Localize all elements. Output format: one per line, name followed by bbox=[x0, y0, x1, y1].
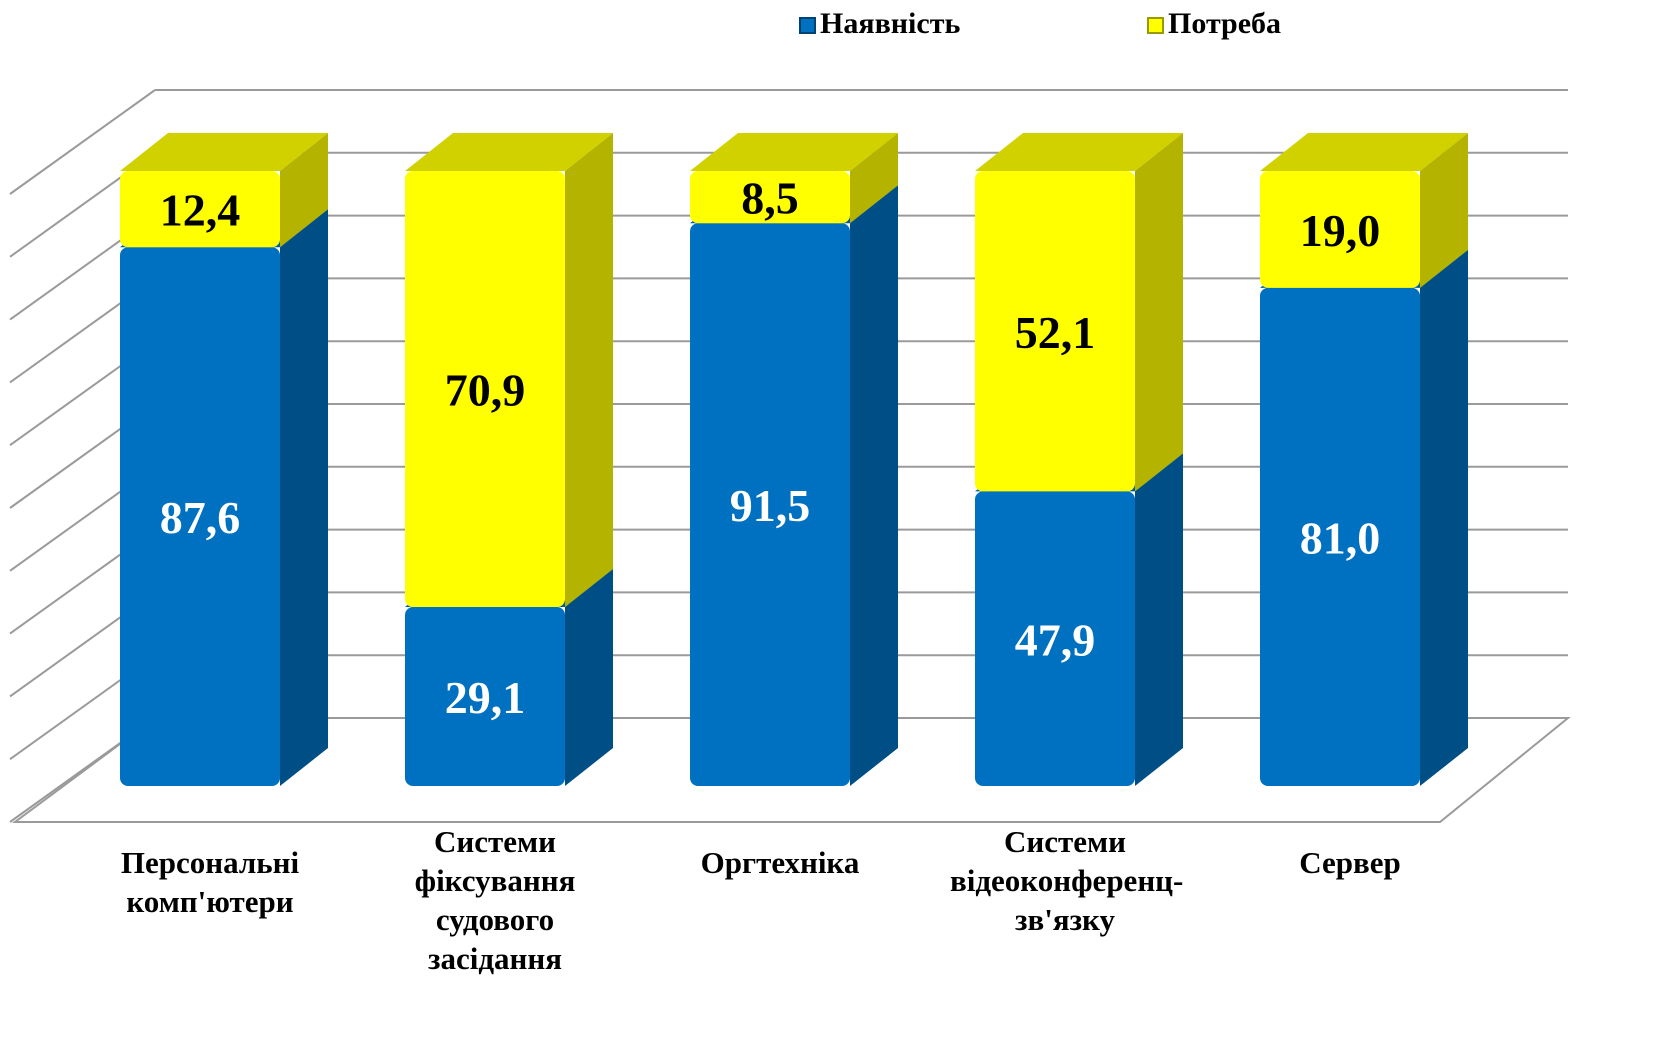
bar-top bbox=[405, 133, 613, 171]
value-label: 87,6 bbox=[160, 492, 241, 543]
x-tick-label: Оргтехніка bbox=[700, 845, 860, 880]
bar-side bbox=[1135, 133, 1183, 492]
x-tick-label: Системи фіксування судового засідання bbox=[414, 824, 576, 976]
value-label: 47,9 bbox=[1015, 614, 1096, 665]
bar-side bbox=[1135, 453, 1183, 786]
bar-side bbox=[565, 133, 613, 608]
bar-side bbox=[850, 185, 898, 786]
bar-segment bbox=[405, 133, 613, 608]
bar-segment bbox=[120, 209, 328, 786]
bar-front bbox=[120, 171, 280, 248]
bar-front bbox=[1260, 171, 1420, 288]
bar-side bbox=[1420, 249, 1468, 787]
bar-top bbox=[975, 133, 1183, 171]
bar-front bbox=[975, 491, 1135, 786]
legend-label: Наявність bbox=[820, 7, 960, 40]
bar-front bbox=[690, 223, 850, 786]
bar-side bbox=[280, 133, 328, 248]
bar-side bbox=[1420, 133, 1468, 288]
value-label: 8,5 bbox=[741, 173, 799, 224]
bar-top bbox=[1260, 133, 1468, 171]
bar-side bbox=[850, 133, 898, 224]
bar-front bbox=[120, 247, 280, 786]
bar-segment bbox=[1260, 133, 1468, 288]
bar-front bbox=[405, 607, 565, 786]
legend-marker bbox=[1147, 17, 1164, 34]
value-label: 12,4 bbox=[160, 185, 241, 236]
bar-front bbox=[690, 171, 850, 224]
bar-top bbox=[690, 133, 898, 171]
x-tick-label: Системи відеоконференц-зв'язку bbox=[950, 824, 1184, 937]
value-label: 91,5 bbox=[730, 480, 811, 531]
value-label: 70,9 bbox=[445, 365, 526, 416]
value-label: 19,0 bbox=[1300, 205, 1381, 256]
legend-label: Потреба bbox=[1168, 7, 1281, 40]
bar-front bbox=[975, 171, 1135, 492]
value-label: 52,1 bbox=[1015, 307, 1096, 358]
bar-top bbox=[120, 133, 328, 171]
x-tick-label: Сервер bbox=[1299, 845, 1401, 880]
bar-segment bbox=[690, 133, 898, 224]
bar-segment bbox=[120, 133, 328, 248]
x-tick-label: Персональні комп'ютери bbox=[120, 845, 300, 919]
value-label: 29,1 bbox=[445, 672, 526, 723]
legend-marker bbox=[799, 17, 816, 34]
bar-segment bbox=[975, 133, 1183, 492]
bar-front bbox=[405, 171, 565, 608]
grid-line-side bbox=[9, 89, 156, 195]
bar-front bbox=[1260, 287, 1420, 786]
bar-side bbox=[280, 209, 328, 786]
value-label: 81,0 bbox=[1300, 512, 1381, 563]
bar-side bbox=[565, 569, 613, 786]
